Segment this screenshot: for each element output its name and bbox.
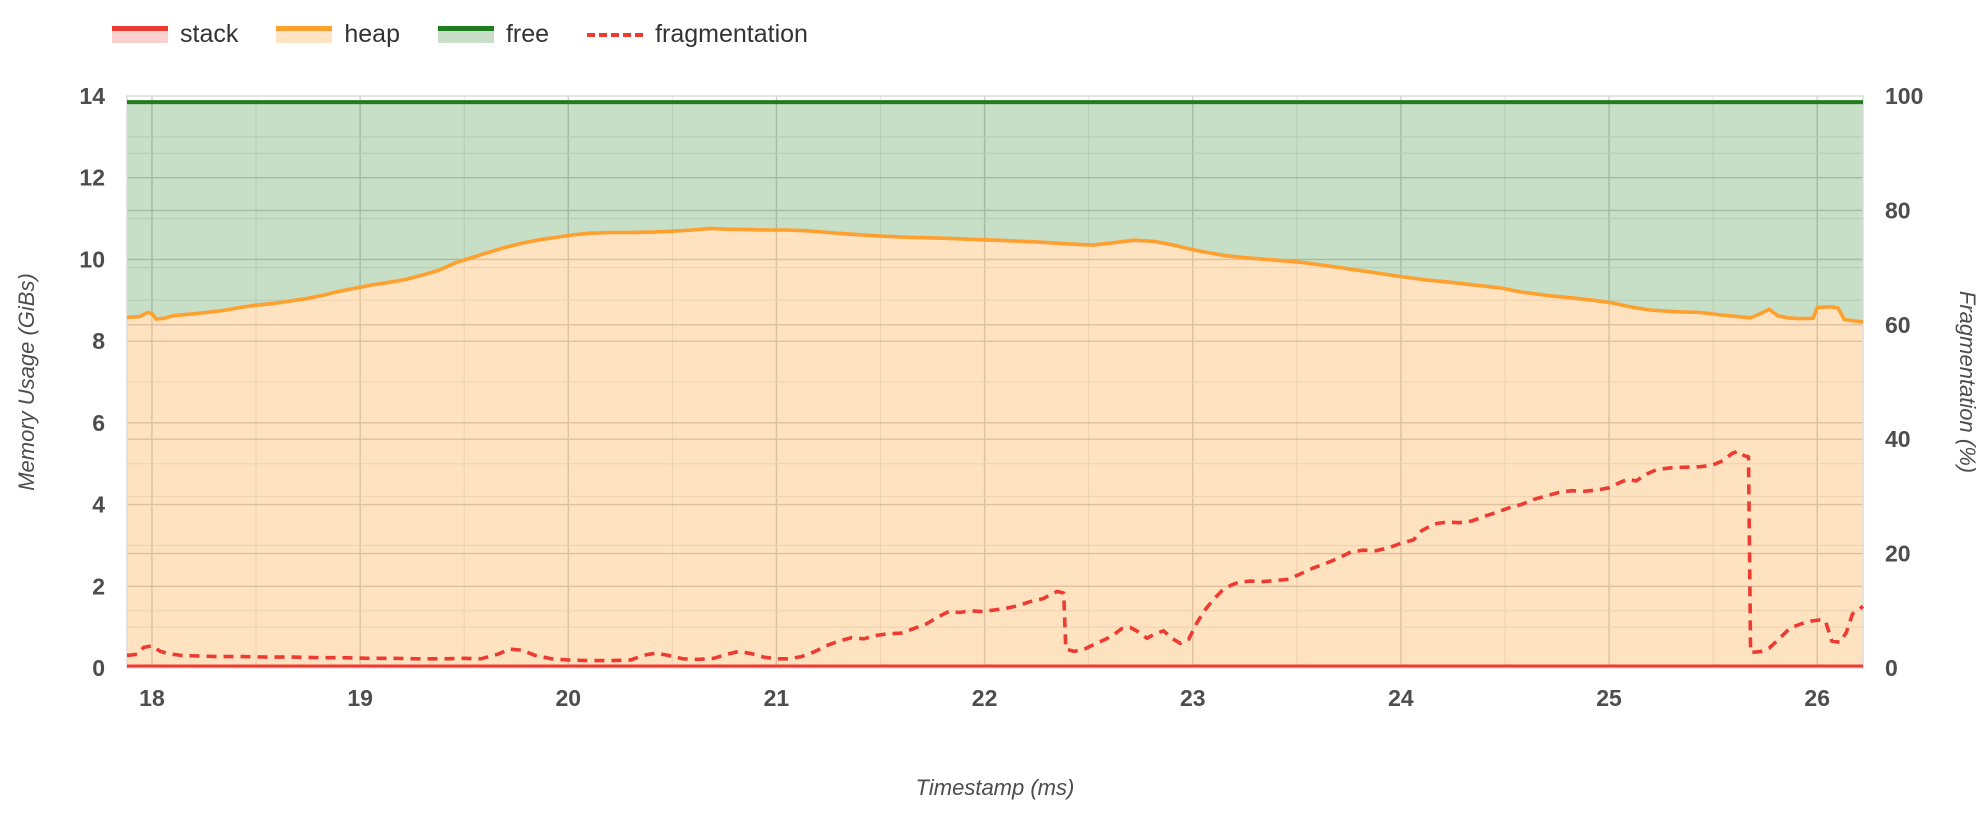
y-left-tick-label: 6	[92, 410, 105, 436]
legend-item-stack[interactable]: stack	[112, 22, 238, 47]
y-right-tick-label: 100	[1885, 83, 1923, 109]
legend-label-stack: stack	[180, 20, 239, 48]
y-right-tick-label: 60	[1885, 312, 1911, 338]
y-right-tick-label: 40	[1885, 426, 1911, 452]
y-left-tick-label: 8	[92, 328, 105, 354]
fragmentation-line	[126, 449, 1865, 663]
legend-item-heap[interactable]: heap	[276, 22, 400, 47]
x-tick-label: 18	[139, 685, 165, 711]
y-right-tick-labels: 0 20 40 60 80 100	[1885, 83, 1923, 681]
x-tick-label: 25	[1596, 685, 1622, 711]
y-right-tick-label: 80	[1885, 197, 1911, 223]
y-left-tick-label: 14	[79, 83, 105, 109]
y-left-tick-label: 12	[79, 165, 105, 191]
x-tick-label: 24	[1388, 685, 1414, 711]
stack-legend-swatch	[112, 26, 168, 43]
y-left-tick-label: 2	[92, 573, 105, 599]
fragmentation-legend-swatch	[587, 32, 644, 37]
heap-area	[127, 228, 1863, 668]
x-tick-label: 21	[764, 685, 790, 711]
legend-item-free[interactable]: free	[437, 20, 550, 48]
legend: stack heap free fragmentation	[112, 22, 808, 47]
heap-line	[126, 226, 1864, 324]
legend-label-fragmentation: fragmentation	[655, 20, 808, 48]
x-tick-label: 20	[555, 685, 581, 711]
y-axis-left-title: Memory Usage (GiBs)	[14, 273, 39, 491]
legend-item-fragmentation[interactable]: fragmentation	[587, 22, 808, 47]
y-right-tick-label: 0	[1885, 655, 1898, 681]
y-left-tick-label: 10	[79, 246, 105, 272]
area-fills	[127, 102, 1863, 668]
y-left-tick-label: 4	[92, 492, 105, 518]
x-tick-label: 19	[347, 685, 373, 711]
x-tick-label: 26	[1804, 685, 1830, 711]
free-legend-swatch	[437, 26, 494, 43]
x-axis-title: Timestamp (ms)	[916, 775, 1075, 800]
x-tick-label: 22	[972, 685, 998, 711]
series-lines	[126, 100, 1865, 668]
y-left-tick-label: 0	[92, 655, 105, 681]
heap-legend-swatch	[276, 26, 333, 43]
plot-border	[126, 95, 1864, 669]
legend-label-free: free	[505, 20, 550, 48]
y-axis-right-title: Fragmentation (%)	[1955, 291, 1980, 473]
free-area	[127, 102, 1863, 322]
x-tick-labels: 18 19 20 21 22 23 24 25 26	[139, 685, 1830, 711]
y-right-tick-label: 20	[1885, 541, 1911, 567]
y-left-tick-labels: 0 2 4 6 8 10 12 14	[79, 83, 105, 681]
gridlines	[127, 96, 1863, 668]
x-tick-label: 23	[1180, 685, 1206, 711]
plot-area: 18 19 20 21 22 23 24 25 260246810121402040608010…	[79, 83, 1923, 711]
legend-label-heap: heap	[344, 20, 400, 48]
